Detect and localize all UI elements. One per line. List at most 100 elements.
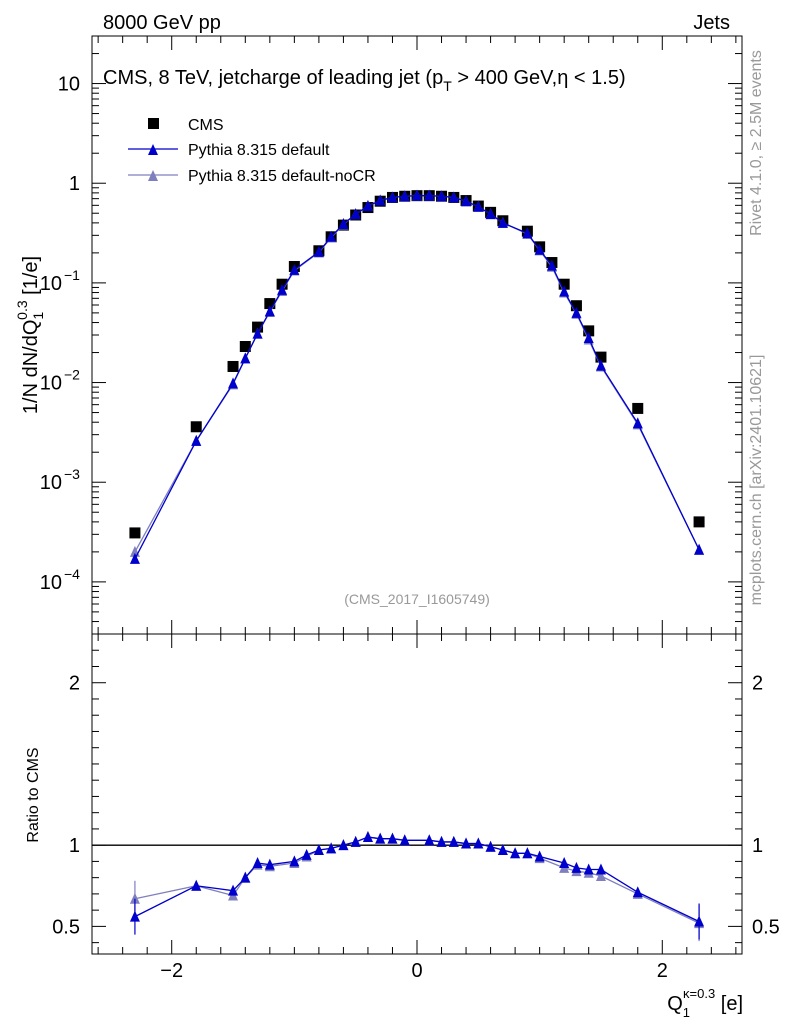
pythia-default-data-point [436,190,447,202]
pythia-default-data-point [252,327,263,339]
pythia-default-ratio-point [595,863,606,875]
pythia-default-ratio-point [497,844,508,856]
y-tick-label: 10 [40,472,62,494]
pythia-default-ratio-point [387,832,398,844]
pythia-default-data-point [326,230,337,242]
pythia-default-ratio-point [252,857,263,869]
cms-data-point [190,421,202,433]
pythia-default-data-point [362,200,373,212]
y-axis-label-sub: 1 [30,312,46,320]
pythia-default-data-point [522,227,533,239]
pythia-nocr-ratio-point [595,870,606,882]
pythia-default-data-point [424,189,435,201]
cms-data-point [227,360,239,372]
x-axis-label-unit: [e] [715,993,743,1015]
pythia-default-ratio-point [240,871,251,883]
legend-label-cms: CMS [188,117,224,134]
y-axis-label-unit: [1/e] [20,256,42,300]
pythia-default-ratio-point [228,884,239,896]
cms-data-point [239,341,251,353]
cms-data-point [264,298,276,310]
legend-marker-cms [148,118,159,129]
pythia-default-ratio-point [350,835,361,847]
pythia-default-data-point [399,190,410,202]
process-label: Jets [693,12,730,34]
pythia-default-ratio-point [338,839,349,851]
pythia-default-ratio-point [289,855,300,867]
pythia-default-ratio-point [461,837,472,849]
pythia-default-ratio-curve [134,836,700,923]
y-tick-label-exponent: −3 [64,466,80,482]
pythia-default-ratio-point [326,842,337,854]
cms-data-point [595,351,607,363]
pythia-default-ratio-point [448,835,459,847]
pythia-default-data-point [534,243,545,255]
plot-title-tail: > 400 GeV,η < 1.5) [452,67,626,89]
pythia-default-data-point [313,245,324,257]
y-tick-label-exponent: −1 [64,267,80,283]
cms-data-point [252,321,264,333]
pythia-default-data-point [289,263,300,275]
pythia-default-data-point [461,195,472,207]
pythia-default-ratio-point [522,847,533,859]
pythia-default-data-point [546,259,557,271]
x-axis-label-sub: 1 [683,1005,690,1020]
ratio-tick-label: 0.5 [52,916,80,938]
pythia-default-ratio-point [632,886,643,898]
pythia-default-ratio-point [510,847,521,859]
cms-data-point [570,300,582,312]
ratio-tick-label-right: 0.5 [752,916,780,938]
pythia-default-data-point [473,200,484,212]
y-axis-label-sup: 0.3 [14,300,30,320]
y-tick-label: 10 [58,74,80,96]
x-tick-label: 2 [657,960,668,982]
cms-data-point [583,325,595,337]
pythia-default-ratio-point [559,857,570,869]
pythia-default-data-point [350,208,361,220]
pythia-default-data-point [632,417,643,429]
pythia-default-data-point [277,283,288,295]
pythia-default-data-point [485,208,496,220]
plot-title: CMS, 8 TeV, jetcharge of leading jet (pT… [103,67,626,94]
pythia-default-ratio-point [534,850,545,862]
pythia-default-ratio-point [485,840,496,852]
ratio-tick-label-right: 1 [752,835,763,857]
y-axis-label-main: 1/N dN/dQ [20,320,42,414]
pythia-default-data-point [571,306,582,318]
source-reference-label: mcplots.cern.ch [arXiv:2401.10621] [748,355,765,606]
cms-data-point [632,402,644,414]
pythia-default-ratio-point [301,848,312,860]
x-tick-label: 0 [411,960,422,982]
y-tick-label-exponent: −2 [64,367,80,383]
pythia-default-ratio-point [424,834,435,846]
legend-label-pythia-nocr: Pythia 8.315 default-noCR [188,168,376,185]
pythia-default-ratio-point [571,861,582,873]
pythia-default-data-point [583,331,594,343]
x-tick-label: −2 [160,960,183,982]
pythia-default-data-point [240,352,251,364]
pythia-default-data-point [375,194,386,206]
legend-marker-pythia-default [148,144,158,155]
pythia-nocr-ratio-curve [134,836,700,924]
pythia-default-data-point [228,377,239,389]
ratio-panel-frame [91,633,743,955]
y-tick-label: 10 [40,273,62,295]
pythia-default-ratio-point [191,879,202,891]
pythia-default-data-point [497,216,508,228]
pythia-default-ratio-point [399,834,410,846]
rivet-version-label: Rivet 4.1.0, ≥ 2.5M events [748,50,765,236]
pythia-default-ratio-point [583,863,594,875]
cms-data-point [129,527,141,539]
ratio-tick-label-right: 2 [752,673,763,695]
pythia-default-data-point [129,552,140,564]
legend-label-pythia-default: Pythia 8.315 default [188,142,330,159]
legend: CMS Pythia 8.315 default Pythia 8.315 de… [128,117,376,185]
y-tick-label: 10 [40,572,62,594]
x-axis-label-main: Q [667,993,683,1015]
data-series [129,189,705,942]
pythia-default-ratio-point [473,837,484,849]
cms-data-point [558,278,570,290]
x-axis-label-sup: κ=0.3 [683,986,715,1001]
pythia-default-data-point [412,189,422,201]
pythia-default-data-point [264,305,275,317]
